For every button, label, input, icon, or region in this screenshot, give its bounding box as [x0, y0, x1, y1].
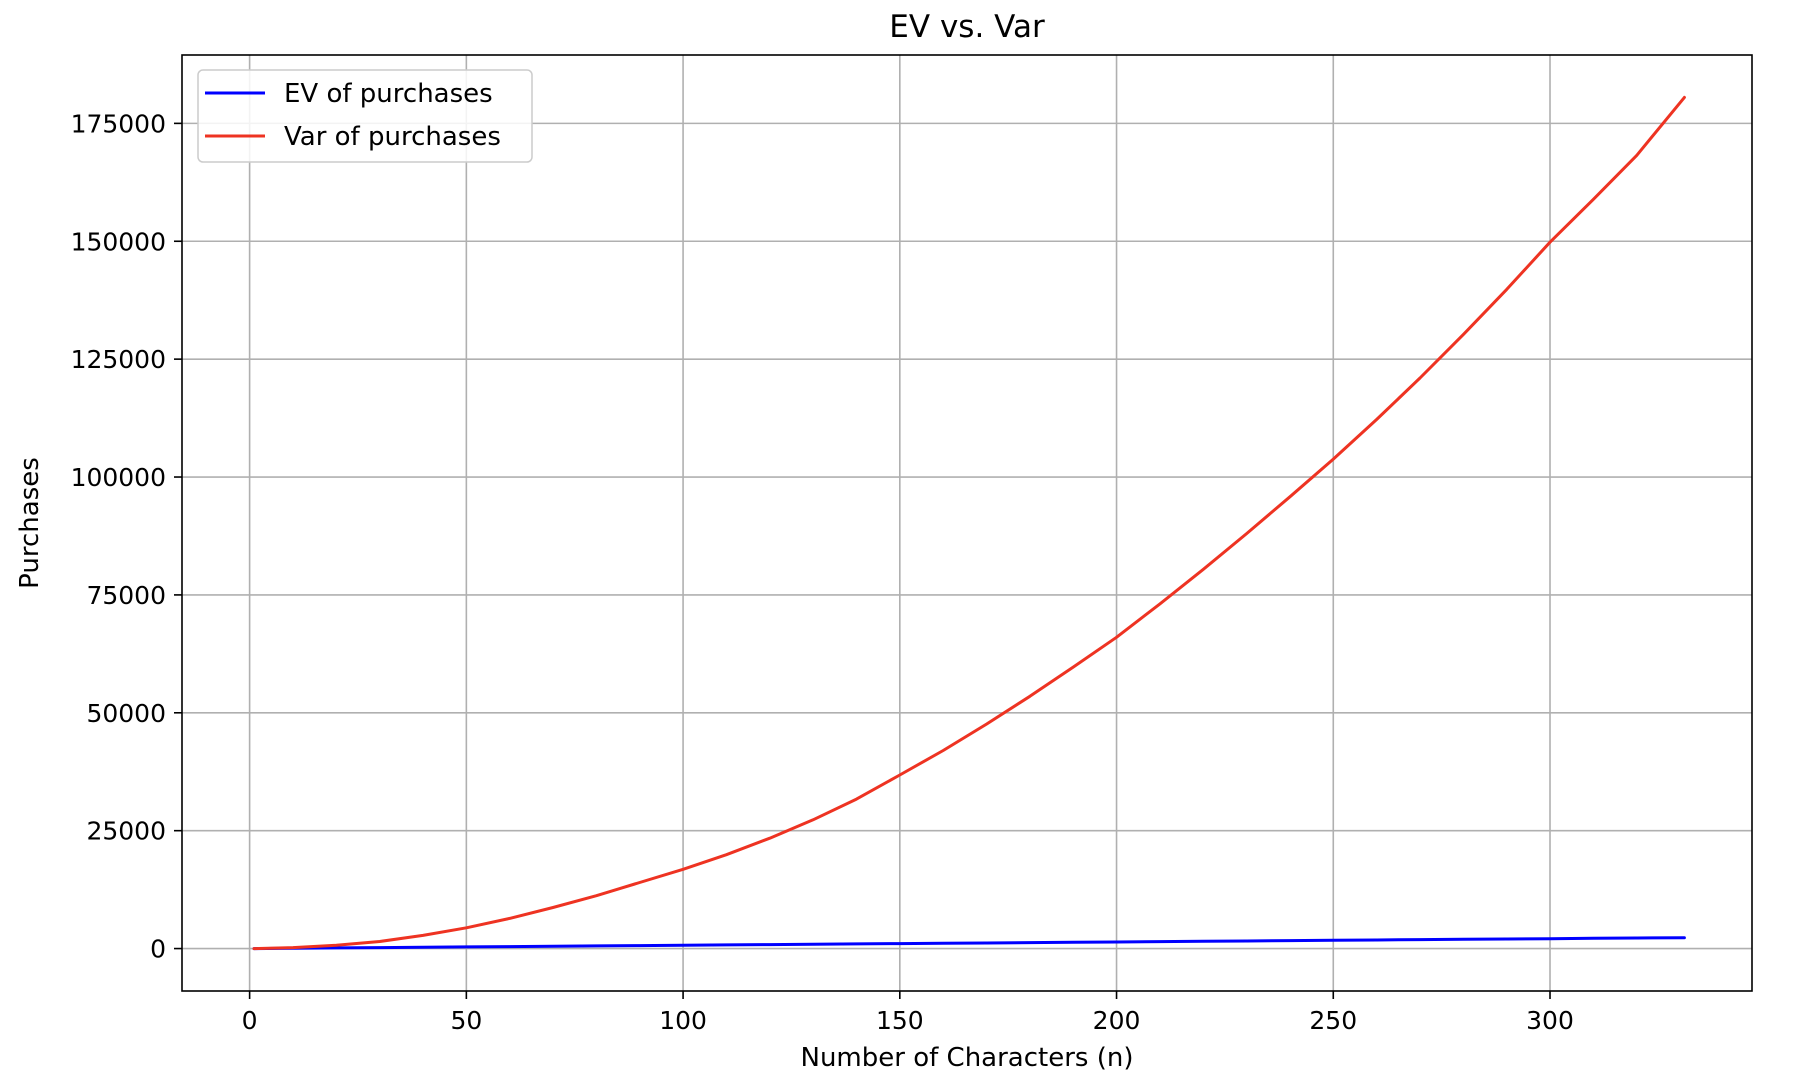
x-tick-label: 300: [1526, 1006, 1574, 1035]
x-tick-label: 200: [1093, 1006, 1141, 1035]
plot-area-frame: [181, 54, 1753, 992]
tick-layer: 0 50 100 150 200 250 300 0 25000 50000 75000 100000…: [71, 109, 1574, 1035]
x-tick-label: 50: [450, 1006, 482, 1035]
legend-label-var: Var of purchases: [284, 122, 501, 152]
y-axis-label: Purchases: [15, 457, 45, 589]
y-tick-label: 175000: [71, 109, 166, 138]
y-tick-label: 50000: [86, 699, 166, 728]
y-tick-label: 75000: [86, 581, 166, 610]
y-tick-label: 125000: [71, 345, 166, 374]
chart-title: EV vs. Var: [889, 9, 1045, 45]
series-line-var: [252, 95, 1686, 951]
x-tick-label: 250: [1309, 1006, 1357, 1035]
series-line-ev: [252, 936, 1686, 951]
grid-layer: [182, 55, 1752, 991]
series-layer: [252, 95, 1686, 951]
x-tick-label: 0: [242, 1006, 258, 1035]
x-tick-label: 150: [876, 1006, 924, 1035]
legend-label-ev: EV of purchases: [284, 79, 493, 109]
y-tick-label: 100000: [71, 463, 166, 492]
y-tick-label: 150000: [71, 227, 166, 256]
x-tick-label: 100: [659, 1006, 707, 1035]
x-axis-label: Number of Characters (n): [801, 1043, 1134, 1073]
legend-box: [197, 69, 533, 163]
y-tick-label: 25000: [86, 817, 166, 846]
legend: EV of purchases Var of purchases: [197, 69, 533, 163]
y-tick-label: 0: [150, 935, 166, 964]
